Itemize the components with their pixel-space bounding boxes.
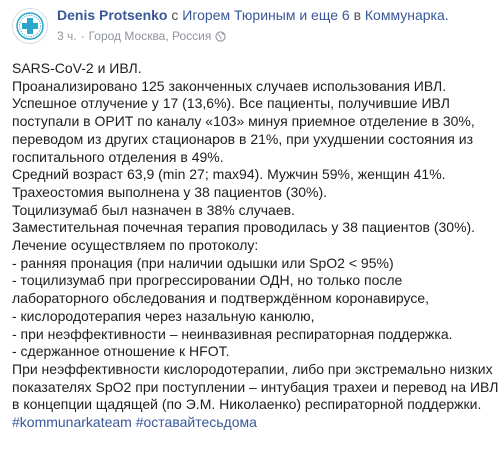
post-line: госпитального отделения в 49%. xyxy=(12,148,224,165)
post-line: Проанализировано 125 законченных случаев… xyxy=(12,77,447,94)
author-link[interactable]: Denis Protsenko xyxy=(57,7,168,23)
medical-cross-logo-icon xyxy=(16,12,44,40)
post-body: SARS-CoV-2 и ИВЛ. Проанализировано 125 з… xyxy=(12,60,499,432)
post-line: Успешное отлучение у 17 (13,6%). Все пац… xyxy=(12,95,450,112)
post-line: - тоцилизумаб при прогрессировании ОДН, … xyxy=(12,272,403,289)
avatar[interactable] xyxy=(12,8,48,44)
post-line: Лечение осуществляем по протоколу: xyxy=(12,237,259,254)
post-line: в концепции щадящей (по Э.М. Николаенко)… xyxy=(12,396,482,413)
hashtags-line: #kommunarkateam #оставайтесьдома xyxy=(12,414,486,432)
post-line: - при неэффективности – неинвазивная рес… xyxy=(12,325,453,342)
post-meta: Denis Protsenko с Игорем Тюриным и еще 6… xyxy=(57,6,449,45)
post-line: показателях SpO2 при поступлении – интуб… xyxy=(12,378,499,395)
at-prefix: в xyxy=(353,7,361,23)
post-line: - ранняя пронация (при наличии одышки ил… xyxy=(12,254,394,271)
post-header: Denis Protsenko с Игорем Тюриным и еще 6… xyxy=(12,6,486,56)
post-subline: 3 ч. · Город Москва, Россия xyxy=(57,27,449,45)
globe-icon[interactable] xyxy=(215,30,227,42)
location-city[interactable]: Город Москва, Россия xyxy=(88,29,212,43)
hashtag-link[interactable]: #kommunarkateam xyxy=(12,414,132,431)
post-line: - сдержанное отношение к HFOT. xyxy=(12,343,230,360)
post-line: Трахеостомия выполнена у 38 пациентов (3… xyxy=(12,183,328,200)
hashtag-link[interactable]: #оставайтесьдома xyxy=(135,414,257,431)
post-line: При неэффективности кислородотерапии, ли… xyxy=(12,360,493,377)
with-prefix: с xyxy=(171,7,179,23)
post-title-line: Denis Protsenko с Игорем Тюриным и еще 6… xyxy=(57,6,449,24)
post-line: SARS-CoV-2 и ИВЛ. xyxy=(12,60,142,76)
post-line: переводом из других стационаров в 21%, п… xyxy=(12,130,474,147)
post-line: Тоцилизумаб был назначен в 38% случаев. xyxy=(12,201,295,218)
post-time[interactable]: 3 ч. xyxy=(57,29,77,43)
post-line: лабораторного обследования и подтверждён… xyxy=(12,290,430,307)
separator-dot: · xyxy=(80,29,85,43)
post-line: - кислородотерапия через назальную канюл… xyxy=(12,307,315,324)
tagged-people-link[interactable]: Игорем Тюриным и еще 6 xyxy=(182,7,350,23)
post-line: поступали в ОРИТ по каналу «103» минуя п… xyxy=(12,113,475,130)
post-line: Заместительная почечная терапия проводил… xyxy=(12,219,476,236)
location-place-link[interactable]: Коммунарка. xyxy=(364,7,449,23)
post-line: Средний возраст 63,9 (min 27; max94). Му… xyxy=(12,166,446,183)
